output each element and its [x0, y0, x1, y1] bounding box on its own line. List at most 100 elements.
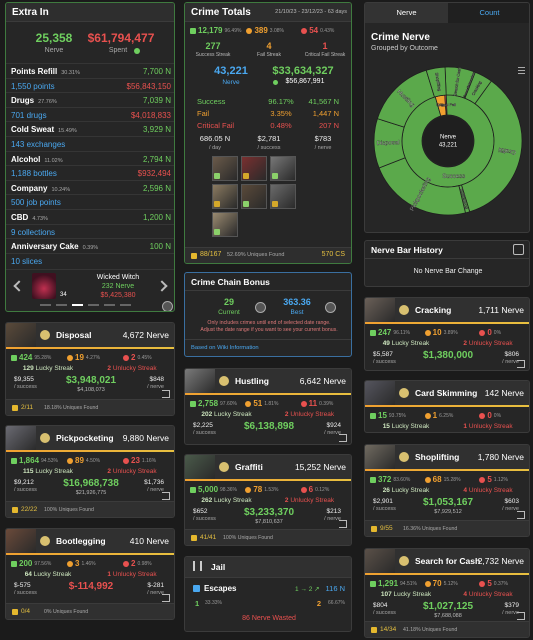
outcome-count: 23 1.16%	[118, 456, 174, 465]
count-pct: 6.25%	[439, 412, 454, 419]
crime-card: Search for Cash 2,732 Nerve 1,291 94.51% 70 5…	[364, 548, 530, 638]
count-value: 23	[131, 456, 140, 465]
crime-icon	[399, 388, 409, 398]
streak-value: 49	[382, 340, 390, 347]
row-pct: 15.49%	[58, 128, 77, 135]
crime-image	[365, 381, 395, 405]
row-label: Anniversary Cake 0.39%	[11, 242, 98, 251]
crime-image	[6, 323, 36, 347]
row-name: 701 drugs	[11, 110, 47, 120]
extra-row: 1,550 points $56,843,150	[6, 77, 174, 93]
streak-value: 2	[284, 497, 289, 504]
outcome-icon	[67, 560, 73, 567]
extra-in-panel: Extra In 25,358 Nerve $61,794,477 Spent Point…	[5, 2, 175, 312]
row-value: $932,494	[137, 169, 171, 179]
success-count: 1	[195, 599, 200, 608]
item-image	[32, 273, 56, 299]
count-pct: 98.36%	[220, 486, 237, 493]
outcome-icon	[246, 27, 253, 34]
outcome-icon	[67, 457, 73, 464]
panel-header	[6, 3, 174, 22]
streak-label: Lucky Streak	[35, 468, 73, 475]
center-label: Nerve	[440, 135, 457, 141]
crime-name: Cracking	[415, 305, 452, 315]
row-pct: 10.24%	[51, 186, 71, 193]
count-pct: 96.11%	[393, 329, 410, 336]
tile-star	[243, 201, 249, 207]
tab[interactable]: Nerve	[365, 3, 448, 23]
nerve-wasted: 86 Nerve Wasted	[242, 615, 296, 622]
streak-value: 64	[24, 571, 32, 578]
outcome-count: 1 6.25%	[420, 411, 475, 420]
current-bonus: 29	[223, 297, 235, 307]
streak-label: Unlucky Streak	[290, 497, 335, 504]
crime-icon	[219, 376, 229, 386]
crime-image	[185, 455, 215, 479]
menu-icon	[518, 67, 525, 68]
worth-total: $56,867,991	[285, 78, 325, 85]
count-pct: 1.81%	[264, 400, 279, 407]
date-range: 21/10/23 - 23/12/23 - 63 days	[275, 9, 347, 15]
wiki-link[interactable]: Based on Wiki Information	[191, 345, 259, 351]
crime-skill: 570 CS	[321, 251, 345, 258]
money-total: $1,380,000	[422, 350, 474, 361]
count-value: 2	[131, 559, 136, 568]
header-bar	[365, 322, 529, 324]
streak-value: 277	[205, 41, 221, 51]
rate-label: / success	[257, 145, 281, 151]
tile-star	[272, 173, 278, 179]
outcome-icon	[190, 486, 196, 493]
count-pct: 3.89%	[443, 329, 458, 336]
outcome-count: 2,758 97.60%	[185, 399, 240, 408]
crime-image	[6, 529, 36, 553]
count-value: 1	[432, 411, 438, 420]
count-value: 70	[432, 579, 442, 588]
star-icon	[371, 627, 377, 633]
crime-name: Hustling	[235, 376, 269, 386]
outcome-label: Critical Fail	[197, 121, 235, 130]
outcome-count: 54 0.43%	[296, 26, 351, 35]
best-label: Best	[290, 309, 304, 316]
outcome-label: Success	[197, 97, 226, 106]
outcome-count: 389 3.08%	[241, 26, 296, 35]
uniques-pct: 41.18% Uniques Found	[403, 627, 458, 633]
per-success: $804	[373, 602, 388, 609]
star-icon	[12, 507, 18, 513]
per-success-label: / success	[373, 359, 396, 365]
open-icon	[162, 594, 170, 602]
row-label: 500 job points	[11, 198, 61, 207]
streak-row: 107 Lucky Streak 4 Unlucky Streak	[365, 591, 529, 598]
crime-tile	[212, 212, 238, 237]
streak-row: 129 Lucky Streak 2 Unlucky Streak	[6, 365, 174, 372]
money-total: $1,027,125	[422, 601, 474, 612]
crime-name: Shoplifting	[415, 452, 460, 462]
row-pct: 27.76%	[38, 99, 57, 106]
crime-nerve: 142 Nerve	[484, 388, 524, 398]
money-total: $3,948,021	[65, 375, 117, 386]
count-pct: 94.51%	[400, 580, 417, 587]
eye-icon	[325, 302, 336, 313]
row-name: 9 collections	[11, 227, 56, 237]
count-value: 247	[378, 328, 392, 337]
jail-panel: Jail Escapes 1 → 2 ↗ 116 N 1 33.33% 2 66.67% 86 …	[184, 556, 352, 632]
unlucky-streak: 1 Unlucky Streak	[90, 571, 174, 578]
rate-value: $783	[314, 134, 332, 143]
streak-label: Fail Streak	[257, 52, 281, 58]
crime-card: Disposal 4,672 Nerve 424 95.28% 19 4.27% 2 0.45…	[5, 322, 175, 416]
outcome-icon	[370, 412, 376, 419]
outcome-counts: 12,179 96.49% 389 3.08% 54 0.43%	[185, 26, 351, 35]
tab[interactable]: Count	[448, 3, 529, 23]
row-label: 701 drugs	[11, 111, 47, 120]
crime-card: Hustling 6,642 Nerve 2,758 97.60% 51 1.81% 11 0…	[184, 368, 352, 445]
row-pct: 4.73%	[32, 216, 48, 222]
star-icon	[191, 253, 197, 259]
uniques-pct: 100% Uniques Found	[44, 507, 94, 513]
crime-tile	[212, 184, 238, 209]
streak-value: 4	[463, 487, 468, 494]
count-pct: 97.60%	[220, 400, 237, 407]
crime-nerve: 410 Nerve	[129, 536, 169, 546]
lucky-streak: 115 Lucky Streak	[6, 468, 90, 475]
streak-label: Lucky Streak	[33, 571, 72, 578]
header-bar	[185, 393, 351, 395]
outcome-count: 2 0.98%	[118, 559, 174, 568]
